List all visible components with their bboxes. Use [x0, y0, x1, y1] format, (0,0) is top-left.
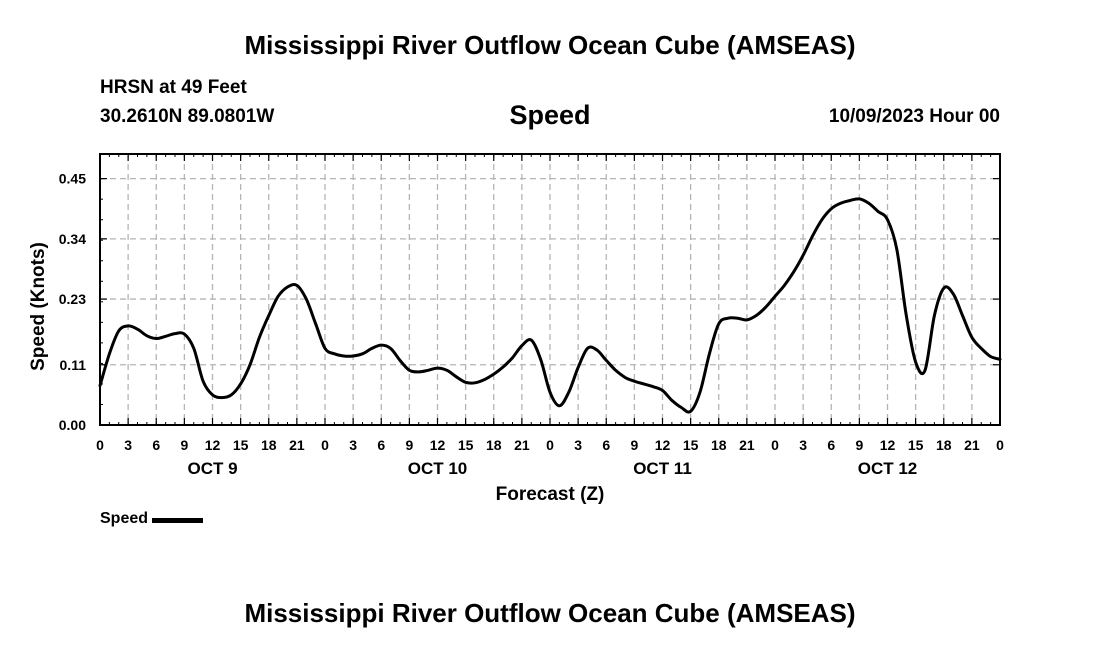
x-tick-label: 9: [855, 437, 863, 453]
x-tick-label: 15: [908, 437, 924, 453]
x-tick-label: 0: [546, 437, 554, 453]
y-tick-label: 0.11: [60, 357, 87, 373]
x-tick-label: 3: [574, 437, 582, 453]
x-tick-label: 21: [739, 437, 755, 453]
x-tick-label: 0: [996, 437, 1004, 453]
legend-label: Speed: [100, 510, 149, 527]
plot-frame: [99, 153, 1001, 426]
x-tick-label: 3: [124, 437, 132, 453]
y-tick-label: 0.23: [59, 291, 86, 307]
x-tick-label: 21: [289, 437, 305, 453]
x-tick-label: 6: [827, 437, 835, 453]
x-tick-label: 18: [936, 437, 952, 453]
footer-title: Mississippi River Outflow Ocean Cube (AM…: [244, 598, 856, 628]
y-axis-label: Speed (Knots): [28, 242, 49, 371]
x-tick-label: 9: [630, 437, 638, 453]
day-label: OCT 9: [187, 459, 237, 478]
x-tick-label: 9: [405, 437, 413, 453]
x-tick-label: 6: [602, 437, 610, 453]
coordinates-label: 30.2610N 89.0801W: [100, 106, 275, 127]
station-label: HRSN at 49 Feet: [100, 77, 247, 98]
x-tick-label: 21: [514, 437, 530, 453]
legend-line-swatch: [152, 518, 204, 523]
x-tick-label: 15: [458, 437, 474, 453]
x-tick-label: 9: [180, 437, 188, 453]
plot-title: Speed: [509, 100, 591, 130]
chart-title: Mississippi River Outflow Ocean Cube (AM…: [244, 30, 856, 60]
date-hour-label: 10/09/2023 Hour 00: [828, 106, 1000, 127]
y-tick-label: 0.00: [59, 417, 86, 433]
x-tick-label: 0: [321, 437, 329, 453]
x-tick-label: 18: [711, 437, 727, 453]
x-tick-label: 6: [377, 437, 385, 453]
x-tick-label: 6: [152, 437, 160, 453]
x-tick-label: 0: [96, 437, 104, 453]
day-label: OCT 10: [408, 459, 468, 478]
x-tick-label: 18: [486, 437, 502, 453]
speed-series-line: [98, 197, 1002, 414]
x-tick-label: 12: [430, 437, 446, 453]
x-tick-label: 3: [349, 437, 357, 453]
day-label: OCT 11: [633, 459, 692, 478]
x-tick-label: 15: [683, 437, 699, 453]
x-tick-label: 18: [261, 437, 277, 453]
x-tick-label: 12: [205, 437, 221, 453]
legend: Speed: [100, 510, 204, 528]
x-tick-label: 15: [233, 437, 249, 453]
x-tick-label: 21: [964, 437, 980, 453]
day-label: OCT 12: [858, 459, 918, 478]
x-tick-label: 12: [880, 437, 896, 453]
x-axis-label: Forecast (Z): [496, 484, 605, 505]
x-tick-label: 0: [771, 437, 779, 453]
x-tick-label: 3: [799, 437, 807, 453]
y-tick-label: 0.34: [59, 231, 86, 247]
x-tick-label: 12: [655, 437, 671, 453]
y-tick-label: 0.45: [59, 171, 86, 187]
